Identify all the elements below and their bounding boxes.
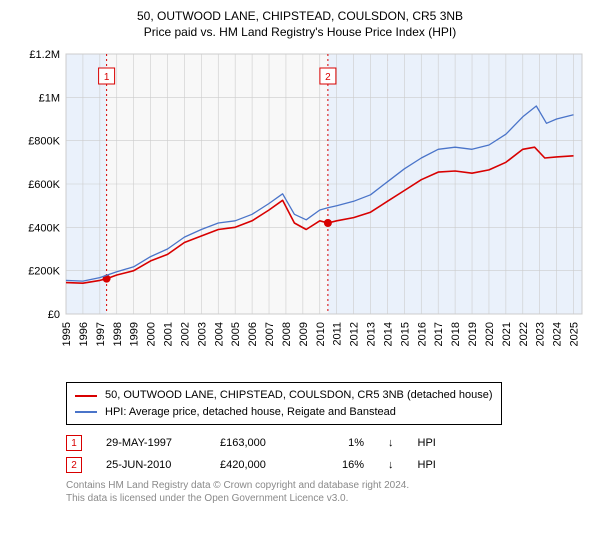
svg-text:£1M: £1M — [39, 93, 60, 105]
svg-text:2024: 2024 — [552, 322, 564, 346]
svg-text:2008: 2008 — [281, 322, 293, 346]
svg-text:2007: 2007 — [264, 322, 276, 346]
sale-pct: 16% — [324, 459, 364, 471]
legend-label: 50, OUTWOOD LANE, CHIPSTEAD, COULSDON, C… — [105, 387, 493, 404]
svg-text:£200K: £200K — [28, 266, 60, 278]
svg-text:2022: 2022 — [518, 322, 530, 346]
svg-text:2023: 2023 — [535, 322, 547, 346]
svg-text:£800K: £800K — [28, 136, 60, 148]
sale-row: 2 25-JUN-2010 £420,000 16% ↓ HPI — [66, 457, 586, 473]
svg-text:£600K: £600K — [28, 179, 60, 191]
svg-text:1997: 1997 — [95, 322, 107, 346]
chart-title: 50, OUTWOOD LANE, CHIPSTEAD, COULSDON, C… — [10, 8, 590, 40]
legend-swatch — [75, 411, 97, 413]
svg-text:2021: 2021 — [501, 322, 513, 346]
footer-line-1: Contains HM Land Registry data © Crown c… — [66, 479, 586, 492]
svg-text:2010: 2010 — [315, 322, 327, 346]
footer-line-2: This data is licensed under the Open Gov… — [66, 492, 586, 505]
svg-text:1: 1 — [104, 72, 110, 83]
sale-date: 29-MAY-1997 — [106, 437, 196, 449]
svg-text:2002: 2002 — [179, 322, 191, 346]
svg-text:£1.2M: £1.2M — [29, 49, 60, 61]
svg-text:2003: 2003 — [196, 322, 208, 346]
svg-text:2018: 2018 — [450, 322, 462, 346]
legend: 50, OUTWOOD LANE, CHIPSTEAD, COULSDON, C… — [66, 382, 502, 425]
sale-suffix: HPI — [418, 459, 436, 471]
svg-text:1996: 1996 — [78, 322, 90, 346]
svg-text:2019: 2019 — [467, 322, 479, 346]
svg-text:2004: 2004 — [213, 322, 225, 346]
sale-marker: 1 — [66, 435, 82, 451]
svg-text:2005: 2005 — [230, 322, 242, 346]
svg-text:1995: 1995 — [61, 322, 73, 346]
svg-text:2025: 2025 — [569, 322, 581, 346]
svg-text:2000: 2000 — [146, 322, 158, 346]
sale-pct: 1% — [324, 437, 364, 449]
svg-text:2013: 2013 — [366, 322, 378, 346]
title-line-1: 50, OUTWOOD LANE, CHIPSTEAD, COULSDON, C… — [10, 8, 590, 24]
svg-text:1998: 1998 — [112, 322, 124, 346]
attribution-footer: Contains HM Land Registry data © Crown c… — [66, 479, 586, 505]
svg-text:2014: 2014 — [382, 322, 394, 346]
legend-item: 50, OUTWOOD LANE, CHIPSTEAD, COULSDON, C… — [75, 387, 493, 404]
down-arrow-icon: ↓ — [388, 459, 394, 471]
down-arrow-icon: ↓ — [388, 437, 394, 449]
svg-text:2020: 2020 — [484, 322, 496, 346]
sale-row: 1 29-MAY-1997 £163,000 1% ↓ HPI — [66, 435, 586, 451]
sales-table: 1 29-MAY-1997 £163,000 1% ↓ HPI 2 25-JUN-2010 £4… — [66, 435, 586, 473]
legend-item: HPI: Average price, detached house, Reig… — [75, 404, 493, 421]
svg-text:£0: £0 — [48, 309, 60, 321]
svg-text:2016: 2016 — [416, 322, 428, 346]
sale-date: 25-JUN-2010 — [106, 459, 196, 471]
svg-text:2017: 2017 — [433, 322, 445, 346]
svg-text:2009: 2009 — [298, 322, 310, 346]
svg-text:2006: 2006 — [247, 322, 259, 346]
svg-text:2011: 2011 — [332, 322, 344, 346]
svg-text:2: 2 — [325, 72, 331, 83]
sale-suffix: HPI — [418, 437, 436, 449]
price-chart: £0 £200K £400K £600K £800K £1M £1.2M 1995 1996 19… — [10, 44, 590, 374]
legend-swatch — [75, 395, 97, 397]
sale-marker: 2 — [66, 457, 82, 473]
title-line-2: Price paid vs. HM Land Registry's House … — [10, 24, 590, 40]
sale-price: £163,000 — [220, 437, 300, 449]
svg-text:2012: 2012 — [349, 322, 361, 346]
svg-text:1999: 1999 — [129, 322, 141, 346]
sale-price: £420,000 — [220, 459, 300, 471]
svg-text:£400K: £400K — [28, 223, 60, 235]
legend-label: HPI: Average price, detached house, Reig… — [105, 404, 396, 421]
svg-text:2001: 2001 — [163, 322, 175, 346]
svg-text:2015: 2015 — [399, 322, 411, 346]
